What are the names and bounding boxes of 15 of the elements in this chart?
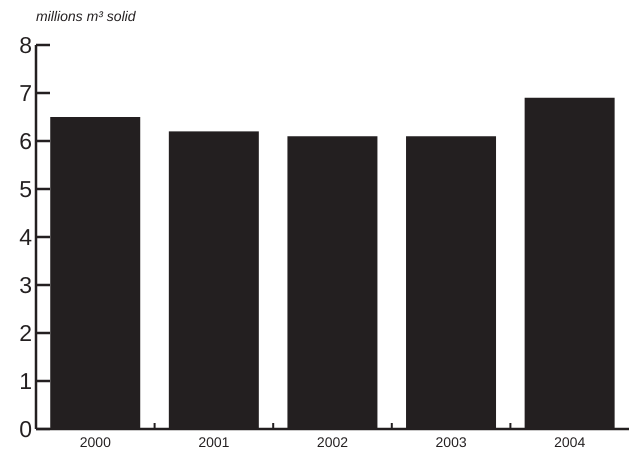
y-tick-label: 6	[19, 128, 32, 154]
x-tick-label: 2001	[198, 434, 230, 450]
x-tick-label: 2002	[316, 434, 348, 450]
x-tick-label: 2004	[554, 434, 586, 450]
y-axis-title: millions m³ solid	[36, 8, 136, 24]
y-tick-label: 0	[19, 416, 32, 442]
y-tick-label: 3	[19, 272, 32, 298]
y-tick-label: 2	[19, 320, 32, 346]
y-tick-label: 7	[19, 80, 32, 106]
y-tick-label: 1	[19, 368, 32, 394]
x-tick-label: 2000	[80, 434, 112, 450]
y-tick-label: 5	[19, 176, 32, 202]
y-tick-label: 8	[19, 32, 32, 58]
y-tick-label: 4	[19, 224, 32, 250]
x-tick-label: 2003	[436, 434, 467, 450]
